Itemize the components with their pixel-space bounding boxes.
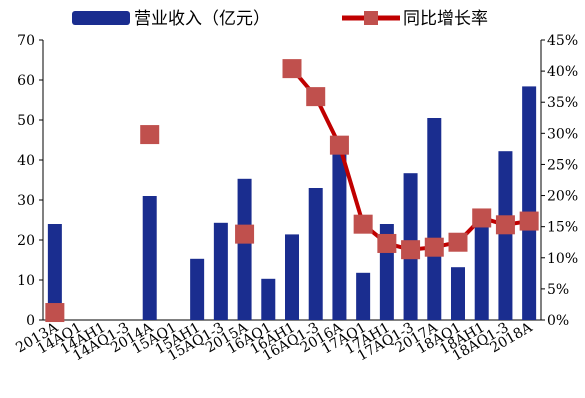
left-tick-label: 60 xyxy=(17,73,35,89)
right-tick-label: 40% xyxy=(547,64,578,80)
growth-marker xyxy=(282,59,302,79)
right-tick-label: 30% xyxy=(547,126,578,142)
right-tick-label: 15% xyxy=(547,220,578,236)
right-tick-label: 35% xyxy=(547,95,578,111)
growth-marker xyxy=(45,303,65,323)
growth-marker xyxy=(519,211,539,231)
left-tick-label: 0 xyxy=(26,313,35,329)
bar xyxy=(190,258,205,320)
right-tick-label: 25% xyxy=(547,157,578,173)
left-tick-label: 30 xyxy=(17,193,35,209)
bar xyxy=(522,86,537,321)
bar xyxy=(332,153,347,320)
bar xyxy=(308,188,323,320)
growth-marker xyxy=(140,125,160,145)
growth-marker xyxy=(329,135,349,155)
legend-label-growth: 同比增长率 xyxy=(403,9,488,29)
line-series xyxy=(45,59,539,323)
growth-marker xyxy=(401,240,421,260)
left-tick-label: 10 xyxy=(17,273,35,289)
legend-label-revenue: 营业收入（亿元） xyxy=(134,9,270,29)
growth-marker xyxy=(424,237,444,257)
right-tick-label: 45% xyxy=(547,33,578,49)
bar xyxy=(451,267,465,320)
bar xyxy=(474,216,489,320)
left-tick-label: 70 xyxy=(17,33,35,49)
growth-marker xyxy=(472,208,492,228)
bar xyxy=(237,178,252,320)
growth-marker xyxy=(448,232,468,252)
bar-series xyxy=(47,86,537,321)
axes: 0 10 20 30 40 50 60 70 0% 5% 10% 15% 20% 25% 30% 35% 40%… xyxy=(17,33,578,329)
growth-marker xyxy=(377,233,397,253)
left-tick-label: 50 xyxy=(17,113,35,129)
right-tick-label: 10% xyxy=(547,251,578,267)
growth-marker xyxy=(353,214,373,234)
bar xyxy=(427,118,442,320)
growth-marker xyxy=(235,224,255,244)
growth-line-segment xyxy=(337,143,366,227)
bar xyxy=(498,151,513,320)
left-tick-label: 40 xyxy=(17,153,35,169)
x-tick-labels: 2013A14AQ114AH114AQ1-32014A15AQ115AH115A… xyxy=(13,319,536,364)
bar xyxy=(47,224,62,320)
right-tick-label: 5% xyxy=(547,282,569,298)
legend-bar-swatch xyxy=(72,11,130,25)
right-tick-label: 0% xyxy=(547,313,569,329)
legend-marker-swatch xyxy=(364,11,378,25)
growth-marker xyxy=(495,215,515,235)
right-tick-label: 20% xyxy=(547,189,578,205)
bar xyxy=(142,196,157,320)
legend: 营业收入（亿元） 同比增长率 xyxy=(72,9,488,29)
left-tick-label: 20 xyxy=(17,233,35,249)
bar xyxy=(261,278,276,320)
bar xyxy=(213,222,228,320)
bar xyxy=(356,272,371,320)
bar xyxy=(285,234,299,320)
growth-marker xyxy=(306,87,326,107)
